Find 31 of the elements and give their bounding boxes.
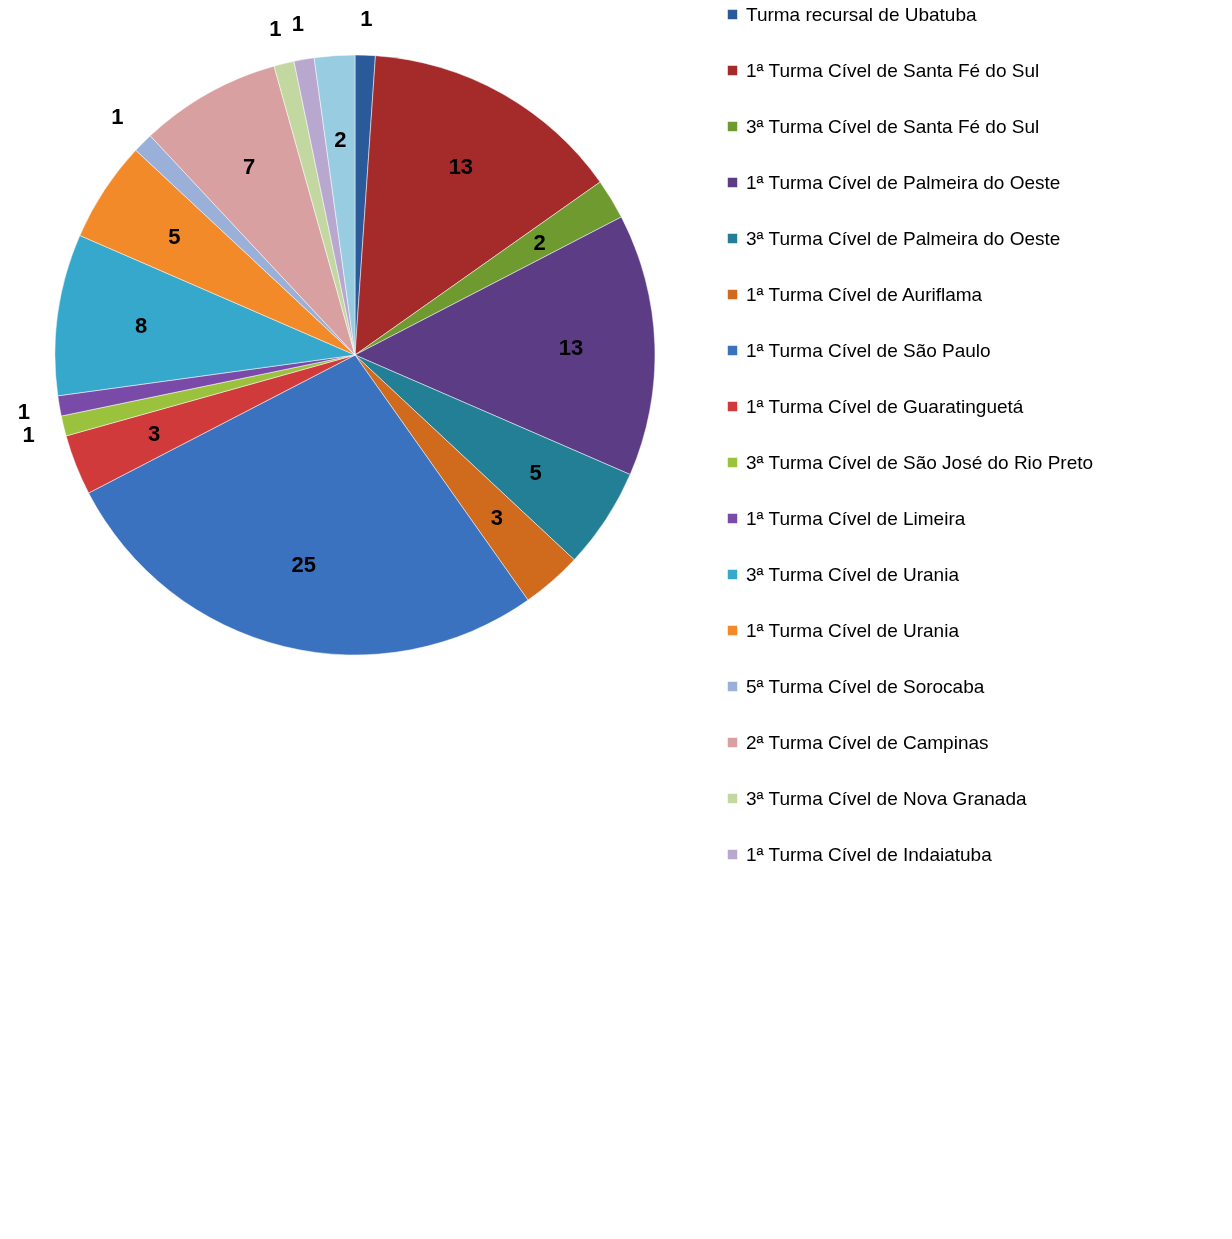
legend-label: 1ª Turma Cível de Santa Fé do Sul	[746, 59, 1040, 81]
data-label: 25	[291, 551, 317, 577]
legend-label: 3ª Turma Cível de São José do Rio Preto	[746, 451, 1094, 473]
data-label: 1	[269, 15, 282, 41]
legend-label: Turma recursal de Ubatuba	[746, 3, 977, 25]
legend-label: 1ª Turma Cível de Auriflama	[746, 283, 983, 305]
legend-label: 2ª Turma Cível de Campinas	[746, 731, 989, 753]
legend-label: 1ª Turma Cível de São Paulo	[746, 339, 991, 361]
data-label: 13	[448, 153, 474, 179]
legend-label: 3ª Turma Cível de Nova Granada	[746, 787, 1027, 809]
data-label: 2	[533, 229, 546, 255]
data-label: 5	[529, 460, 542, 486]
data-label: 2	[334, 126, 347, 152]
data-label: 8	[134, 312, 148, 338]
legend-label: 3ª Turma Cível de Palmeira do Oeste	[746, 227, 1061, 249]
data-label: 7	[243, 153, 256, 179]
data-label: 13	[558, 334, 584, 360]
legend-label: 1ª Turma Cível de Guaratinguetá	[746, 395, 1024, 417]
data-label: 1	[360, 6, 373, 32]
legend-label: 3ª Turma Cível de Urania	[746, 563, 960, 585]
data-label: 3	[147, 421, 161, 447]
legend-label: 3ª Turma Cível de Santa Fé do Sul	[746, 115, 1040, 137]
legend-label: 5ª Turma Cível de Sorocaba	[746, 675, 985, 697]
legend-label: 1ª Turma Cível de Urania	[746, 619, 960, 641]
data-label: 5	[168, 223, 181, 249]
data-label: 1	[291, 10, 305, 36]
legend-label: 1ª Turma Cível de Limeira	[746, 507, 966, 529]
data-label: 1	[111, 104, 124, 130]
data-label: 3	[490, 504, 504, 530]
legend-label: 1ª Turma Cível de Palmeira do Oeste	[746, 171, 1061, 193]
legend-label: 1ª Turma Cível de Indaiatuba	[746, 843, 993, 865]
